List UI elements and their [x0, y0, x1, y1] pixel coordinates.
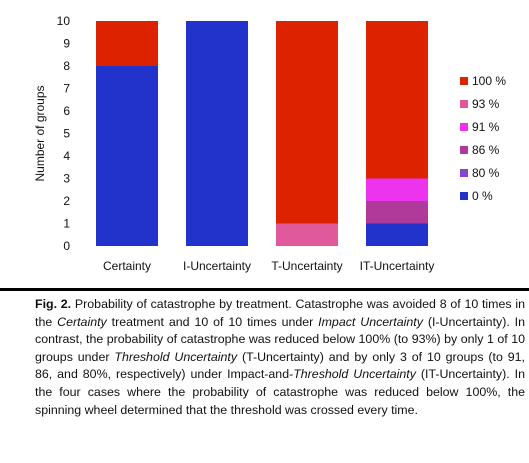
legend-swatch	[460, 169, 468, 177]
legend-label: 80 %	[472, 166, 500, 180]
y-tick-label: 6	[63, 104, 70, 118]
y-tick-label: 10	[57, 14, 71, 28]
bar-it-uncertainty-91pct	[366, 178, 428, 201]
legend-swatch	[460, 123, 468, 131]
y-tick-label: 1	[63, 217, 70, 231]
y-tick-label: 5	[63, 127, 70, 141]
bar-it-uncertainty-0pct	[366, 223, 428, 246]
caption-separator	[0, 288, 529, 291]
legend-swatch	[460, 192, 468, 200]
y-tick-label: 0	[63, 239, 70, 253]
y-tick-label: 4	[63, 149, 70, 163]
x-tick-label: T-Uncertainty	[271, 259, 342, 273]
figure-label: Fig. 2.	[35, 297, 72, 311]
caption-text: Probability of catastrophe by treatment.…	[35, 297, 526, 417]
x-tick-label: Certainty	[103, 259, 151, 273]
legend-swatch	[460, 77, 468, 85]
y-tick-label: 3	[63, 172, 70, 186]
legend-label: 91 %	[472, 120, 500, 134]
figure-caption: Fig. 2. Probability of catastrophe by tr…	[35, 296, 525, 419]
bar-t-uncertainty-100pct	[276, 21, 338, 224]
y-tick-label: 9	[63, 37, 70, 51]
y-tick-label: 8	[63, 59, 70, 73]
legend-swatch	[460, 146, 468, 154]
legend-label: 86 %	[472, 143, 500, 157]
x-tick-label: IT-Uncertainty	[360, 259, 435, 273]
y-tick-label: 2	[63, 194, 70, 208]
bar-t-uncertainty-93pct	[276, 223, 338, 246]
bar-it-uncertainty-86pct	[366, 201, 428, 224]
legend-label: 0 %	[472, 189, 493, 203]
bar-certainty-100pct	[96, 21, 158, 66]
bar-it-uncertainty-100pct	[366, 21, 428, 179]
y-tick-label: 7	[63, 82, 70, 96]
legend-label: 100 %	[472, 74, 506, 88]
legend-swatch	[460, 100, 468, 108]
x-tick-label: I-Uncertainty	[183, 259, 251, 273]
bar-i-uncertainty-0pct	[186, 21, 248, 246]
y-axis-label: Number of groups	[33, 85, 47, 181]
stacked-bar-chart: Number of groups 0 1 2 3 4 5 6 7 8 9 10 Certainty I…	[33, 14, 506, 273]
legend-label: 93 %	[472, 97, 500, 111]
bar-certainty-0pct	[96, 66, 158, 246]
